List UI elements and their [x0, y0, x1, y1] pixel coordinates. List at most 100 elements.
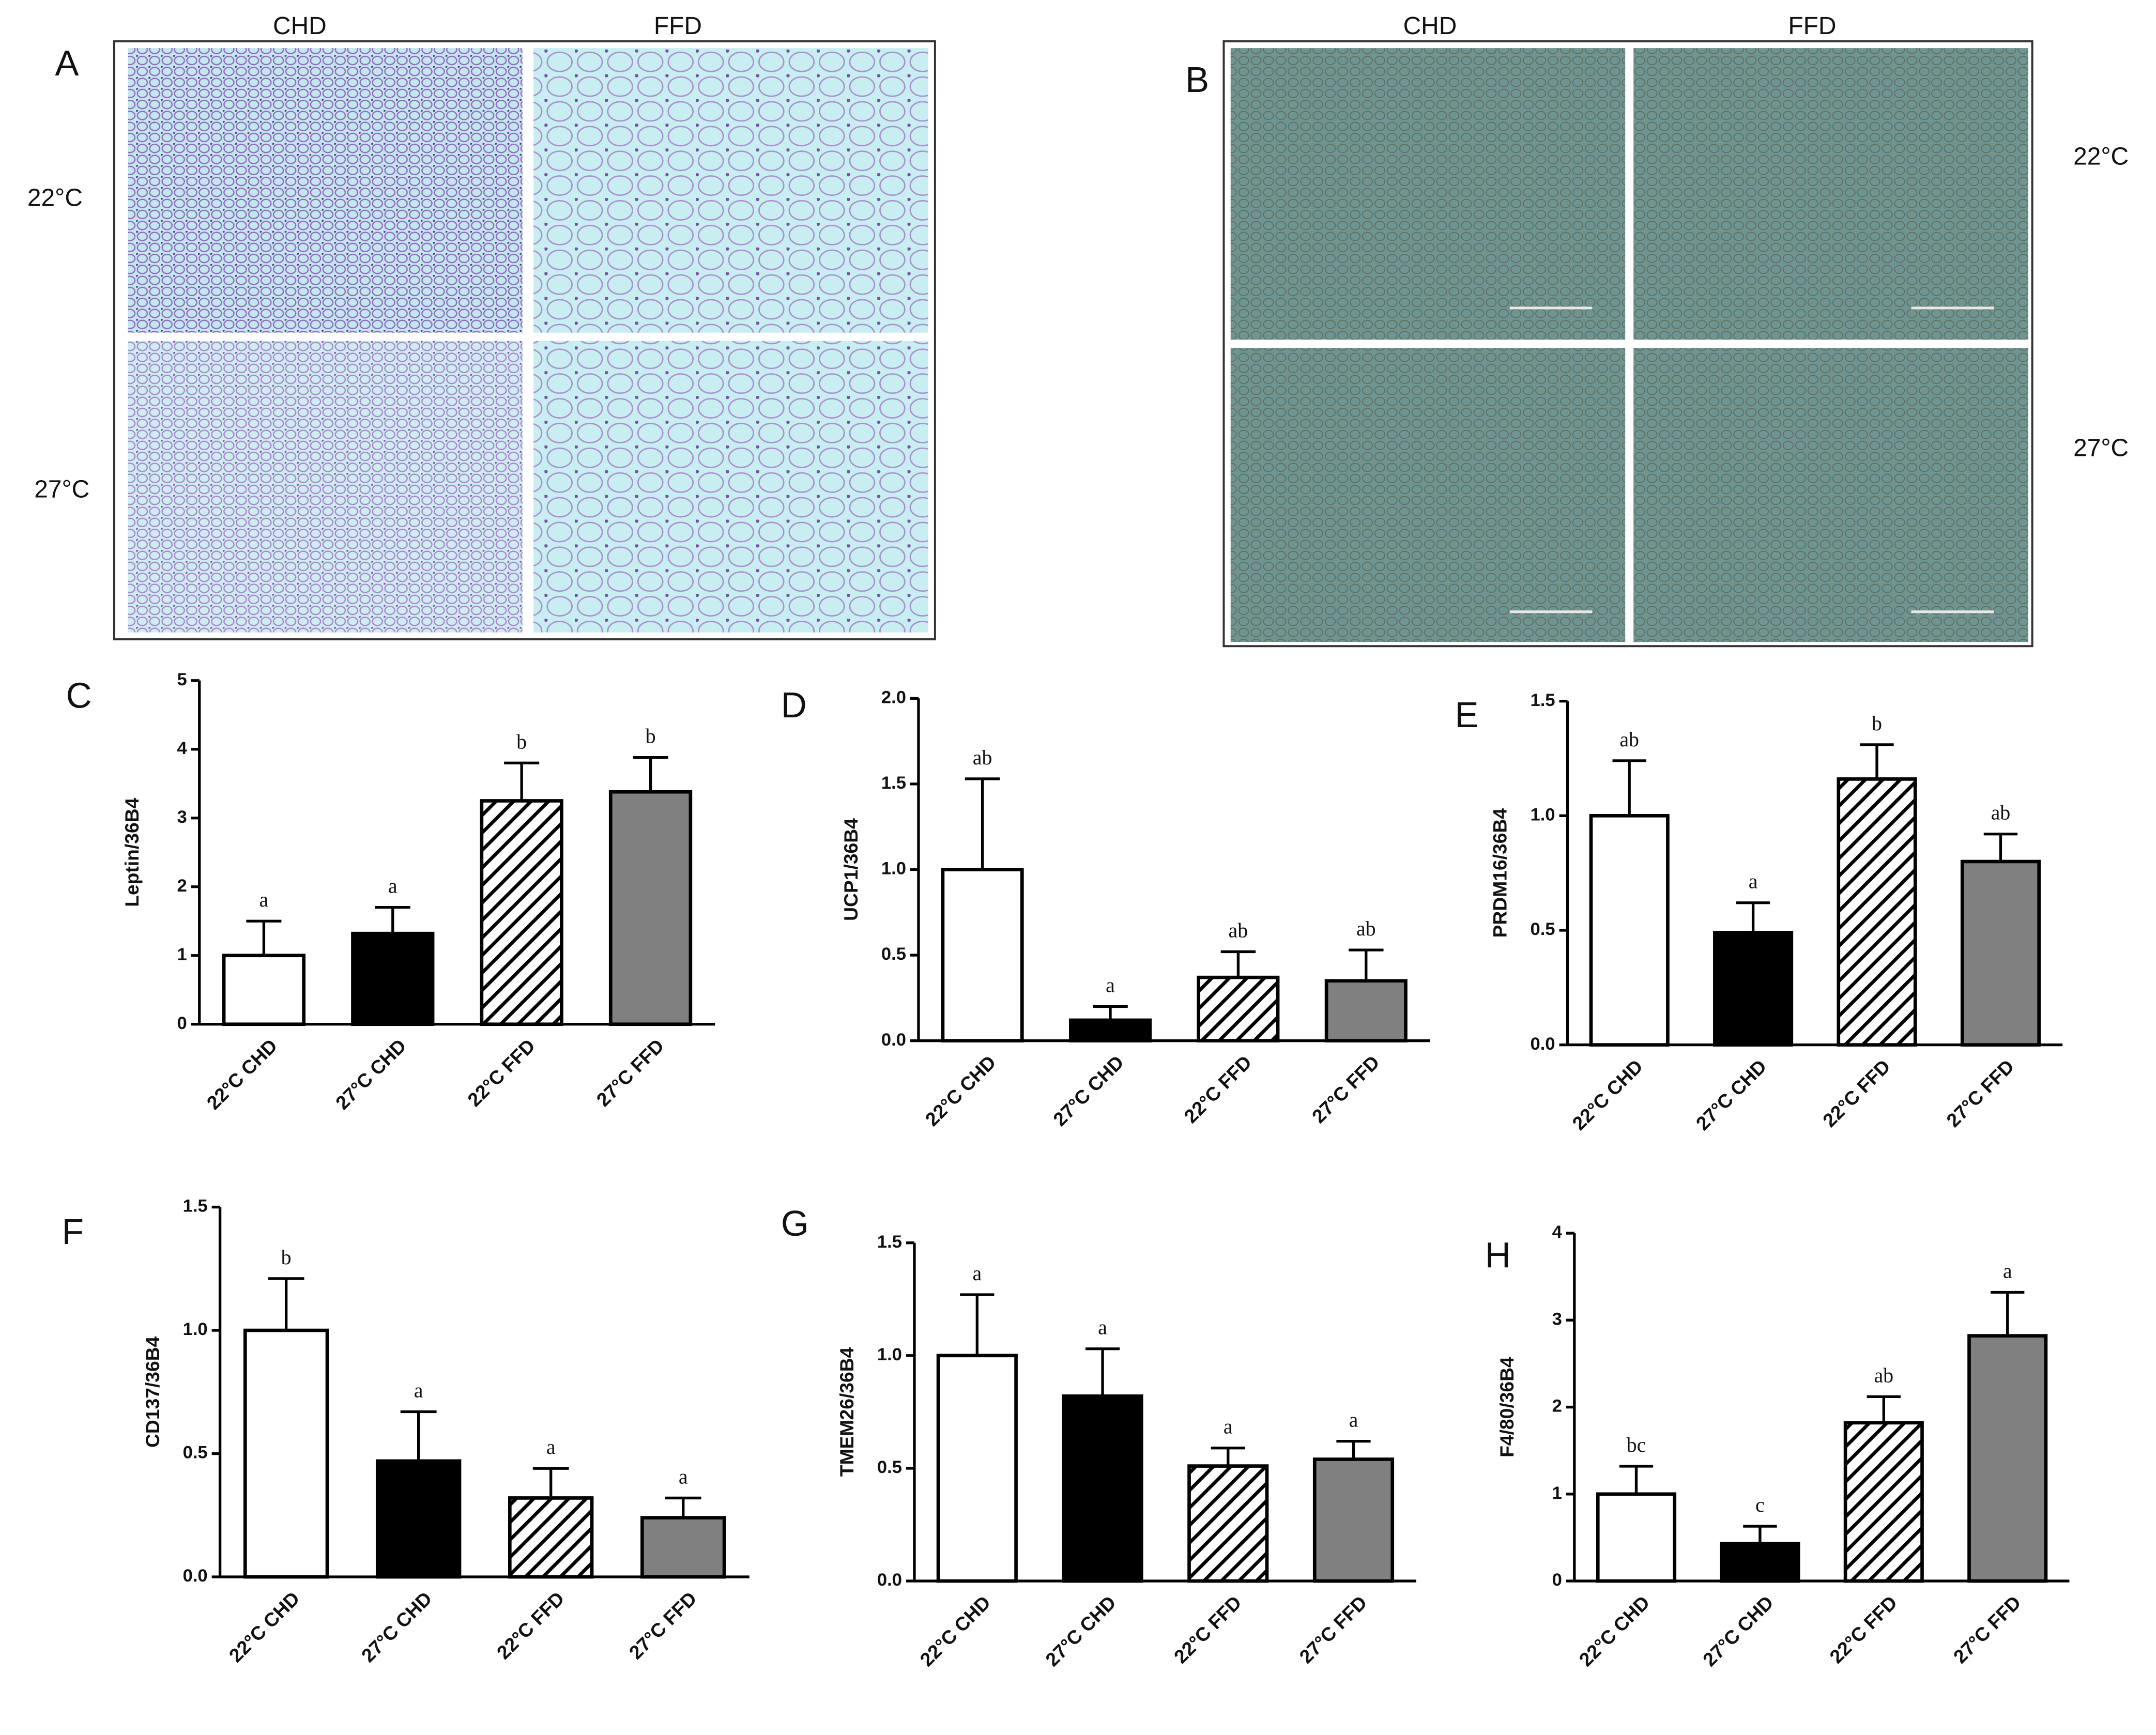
bar: [941, 868, 1024, 1042]
x-tick-label: 22°C FFD: [1170, 1591, 1246, 1667]
y-tick-label: 0.0: [1530, 1034, 1555, 1054]
y-tick-label: 4: [1552, 1222, 1563, 1242]
bar: [936, 1354, 1018, 1583]
x-tick-label: 27°C CHD: [1692, 1055, 1771, 1134]
row-label: 22°C: [2073, 143, 2129, 171]
y-tick-label: 2: [177, 876, 187, 896]
y-axis-label: F4/80/36B4: [1496, 1357, 1518, 1457]
y-tick-label: 1.0: [877, 1345, 902, 1364]
y-axis-label: CD137/36B4: [142, 1336, 163, 1448]
column-label: FFD: [1788, 12, 1836, 40]
significance-letter: a: [679, 1465, 688, 1488]
bar: [1596, 1492, 1677, 1583]
micrograph: [533, 341, 928, 633]
panel-label: H: [1485, 1235, 1511, 1275]
bar: [508, 1496, 594, 1579]
bar: [1068, 1018, 1152, 1042]
y-tick-label: 3: [1552, 1309, 1562, 1329]
significance-letter: ab: [1991, 801, 2011, 824]
row-label: 27°C: [34, 475, 89, 503]
bar: [1713, 931, 1794, 1047]
y-tick-label: 1.5: [183, 1196, 208, 1216]
x-tick-label: 22°C FFD: [1180, 1051, 1256, 1127]
significance-letter: a: [972, 1262, 982, 1285]
significance-letter: b: [281, 1246, 292, 1269]
micrograph: [128, 48, 523, 333]
x-tick-label: 27°C CHD: [357, 1587, 436, 1666]
column-label: FFD: [654, 12, 702, 40]
significance-letter: b: [1872, 712, 1882, 735]
y-tick-label: 3: [177, 807, 187, 827]
y-tick-label: 0: [177, 1014, 187, 1033]
bar: [375, 1459, 462, 1579]
panel-label: E: [1455, 695, 1478, 735]
x-tick-label: 22°C FFD: [1825, 1591, 1901, 1667]
micrograph: [128, 341, 523, 633]
y-tick-label: 0.0: [877, 1570, 902, 1590]
significance-letter: a: [1349, 1408, 1358, 1432]
y-tick-label: 0.5: [877, 1457, 902, 1477]
y-tick-label: 1.0: [881, 859, 906, 879]
bar: [1589, 813, 1670, 1047]
bar: [1837, 777, 1917, 1047]
significance-letter: a: [1106, 973, 1115, 996]
micrograph: [1633, 48, 2028, 340]
bar: [1324, 979, 1408, 1042]
x-tick-label: 22°C CHD: [915, 1591, 995, 1670]
significance-letter: b: [646, 725, 656, 748]
x-tick-label: 22°C CHD: [202, 1035, 281, 1114]
x-tick-label: 27°C FFD: [592, 1035, 668, 1111]
y-tick-label: 0.0: [183, 1566, 208, 1586]
significance-letter: ab: [1874, 1363, 1893, 1387]
bar: [480, 799, 563, 1026]
x-tick-label: 27°C FFD: [1942, 1055, 2018, 1131]
micrograph: [1633, 347, 2028, 642]
x-tick-label: 27°C CHD: [1049, 1051, 1128, 1130]
bar: [1312, 1457, 1395, 1583]
x-tick-label: 22°C CHD: [1568, 1055, 1647, 1134]
y-tick-label: 1.0: [1530, 805, 1555, 824]
y-tick-label: 0.0: [881, 1030, 906, 1050]
x-tick-label: 27°C CHD: [331, 1035, 410, 1114]
micrograph: [1230, 48, 1626, 340]
significance-letter: c: [1755, 1493, 1765, 1516]
significance-letter: a: [2003, 1259, 2012, 1282]
bar: [222, 954, 306, 1026]
significance-letter: a: [1098, 1316, 1107, 1339]
x-tick-label: 22°C CHD: [225, 1587, 304, 1666]
x-tick-label: 27°C FFD: [1949, 1591, 2025, 1667]
bar: [1967, 1334, 2048, 1583]
y-axis-label: TMEM26/36B4: [836, 1347, 858, 1477]
significance-letter: a: [388, 874, 397, 898]
bar: [243, 1328, 329, 1579]
y-tick-label: 1: [1552, 1483, 1562, 1503]
x-tick-label: 22°C CHD: [921, 1051, 1000, 1130]
bar: [1062, 1394, 1143, 1583]
y-tick-label: 2: [1552, 1396, 1562, 1416]
significance-letter: a: [1749, 870, 1758, 893]
y-tick-label: 1.5: [1530, 690, 1555, 710]
micrograph: [1230, 347, 1626, 642]
y-tick-label: 5: [177, 670, 187, 689]
y-tick-label: 0: [1552, 1570, 1562, 1590]
column-label: CHD: [273, 12, 327, 40]
bar: [351, 931, 435, 1026]
y-tick-label: 1: [177, 945, 187, 964]
significance-letter: a: [259, 888, 269, 911]
row-label: 27°C: [2073, 434, 2129, 462]
y-tick-label: 0.5: [1530, 919, 1555, 939]
x-tick-label: 22°C FFD: [1818, 1055, 1894, 1131]
significance-letter: ab: [1356, 917, 1376, 940]
y-tick-label: 1.5: [877, 1232, 902, 1252]
significance-letter: a: [414, 1378, 423, 1402]
significance-letter: b: [516, 730, 527, 753]
bar: [1720, 1542, 1800, 1583]
x-tick-label: 22°C CHD: [1574, 1591, 1654, 1670]
bar: [1197, 975, 1280, 1042]
x-tick-label: 22°C FFD: [493, 1587, 569, 1663]
y-tick-label: 1.5: [881, 773, 906, 793]
significance-letter: a: [546, 1435, 556, 1458]
y-axis-label: Leptin/36B4: [121, 797, 143, 907]
